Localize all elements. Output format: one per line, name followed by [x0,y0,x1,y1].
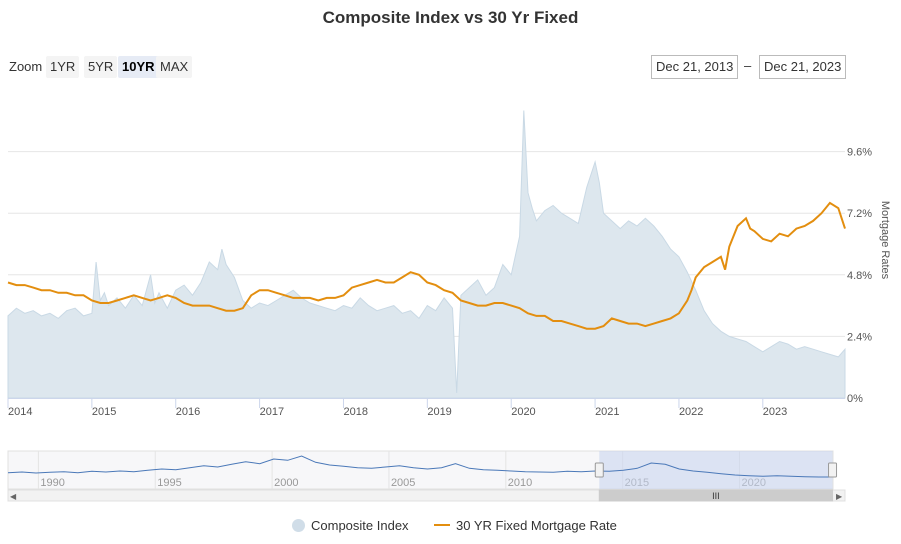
zoom-max-button[interactable]: MAX [156,56,193,78]
navigator-tick-label: 2000 [274,477,298,489]
x-tick-label: 2019 [427,406,451,418]
x-tick-label: 2023 [763,406,787,418]
navigator-series-line [7,455,833,478]
zoom-label: Zoom [9,59,43,74]
navigator-tick-label: 2010 [508,477,532,489]
y-axis-title: Mortgage Rates [879,201,891,280]
navigator-scrollbar-thumb[interactable] [598,489,834,502]
scrollbar-grip: III [712,491,720,501]
y-tick-label: 2.4% [847,331,872,343]
y-tick-label: 7.2% [847,208,872,220]
x-tick-label: 2022 [679,406,703,418]
legend-mortgage-marker [434,524,450,526]
legend-composite-label: Composite Index [311,518,409,533]
range-separator: – [744,58,752,73]
navigator-tick-label: 1995 [157,477,181,489]
x-tick-label: 2020 [511,406,535,418]
y-tick-label: 9.6% [847,147,872,159]
x-tick-label: 2015 [92,406,116,418]
composite-index-area [7,110,846,399]
legend-composite-marker [292,519,305,532]
navigator-handle-left[interactable] [594,462,604,478]
legend-mortgage-label: 30 YR Fixed Mortgage Rate [456,518,617,533]
navigator-tick-label: 1990 [40,477,64,489]
legend-item-mortgage[interactable]: 30 YR Fixed Mortgage Rate [434,518,617,533]
mortgage-rate-line [7,201,846,330]
range-to-input[interactable]: Dec 21, 2023 [759,55,847,79]
x-tick-label: 2021 [595,406,619,418]
x-tick-label: 2018 [343,406,367,418]
scroll-left-arrow[interactable]: ◀ [10,492,17,501]
navigator-handle-right[interactable] [828,462,838,478]
x-tick-label: 2017 [260,406,284,418]
navigator-selection [599,451,833,489]
navigator-scrollbar-track[interactable] [7,489,846,502]
chart-title: Composite Index vs 30 Yr Fixed [322,8,579,27]
x-tick-label: 2014 [8,406,32,418]
zoom-1yr-button[interactable]: 1YR [46,56,80,78]
range-from-input[interactable]: Dec 21, 2013 [651,55,739,79]
y-tick-label: 4.8% [847,270,872,282]
scroll-right-arrow[interactable]: ▶ [836,492,843,501]
zoom-5yr-button[interactable]: 5YR [84,56,118,78]
navigator-tick-label: 2005 [391,477,415,489]
x-tick-label: 2016 [176,406,200,418]
legend-item-composite[interactable]: Composite Index [292,518,409,533]
zoom-10yr-button[interactable]: 10YR [118,56,159,78]
y-tick-label: 0% [847,393,863,405]
